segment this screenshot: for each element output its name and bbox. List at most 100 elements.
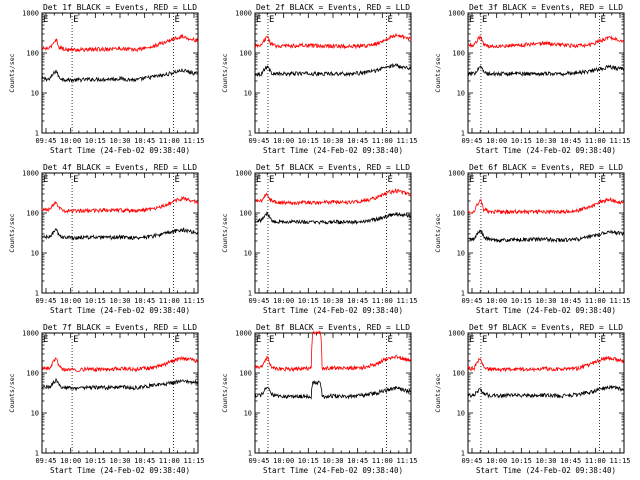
series-lld-line [467, 355, 625, 373]
y-tick-label: 1000 [235, 330, 252, 338]
y-tick-label: 1 [461, 130, 465, 138]
event-marker-label: E [388, 175, 393, 185]
series-lld-line [254, 33, 412, 50]
event-marker-label: E [175, 15, 180, 25]
y-tick-label: 1000 [22, 10, 39, 18]
y-tick-label: 1 [35, 450, 39, 458]
x-tick-label: 10:15 [511, 297, 532, 305]
x-tick-label: 11:00 [585, 137, 606, 145]
y-tick-label: 10 [457, 90, 465, 98]
x-tick-label: 09:45 [248, 297, 269, 305]
y-tick-label: 100 [26, 210, 39, 218]
event-marker-label: E [269, 335, 274, 345]
x-tick-label: 10:00 [486, 297, 507, 305]
x-tick-label: 10:30 [322, 457, 343, 465]
y-tick-label: 1 [248, 450, 252, 458]
x-tick-label: 09:45 [461, 137, 482, 145]
x-tick-label: 11:00 [372, 457, 393, 465]
plot-frame [254, 12, 412, 134]
x-tick-label: 10:45 [347, 457, 368, 465]
y-tick-label: 1000 [235, 170, 252, 178]
x-tick-label: 10:15 [511, 137, 532, 145]
y-tick-label: 10 [244, 90, 252, 98]
x-tick-label: 10:45 [134, 297, 155, 305]
x-tick-label: 11:00 [372, 297, 393, 305]
x-tick-label: 11:15 [396, 457, 417, 465]
y-tick-label: 1000 [448, 330, 465, 338]
x-tick-label: 10:45 [347, 297, 368, 305]
y-tick-label: 1 [461, 450, 465, 458]
series-events-line [41, 377, 199, 392]
x-tick-label: 10:00 [60, 457, 81, 465]
x-tick-label: 09:45 [248, 457, 269, 465]
chart-panel-9: Det 9f BLACK = Events, RED = LLD Counts/s… [434, 323, 631, 475]
x-tick-label: 10:30 [535, 297, 556, 305]
chart-title: Det 4f BLACK = Events, RED = LLD [43, 163, 197, 172]
x-tick-label: 10:00 [273, 297, 294, 305]
event-marker-label: E [482, 15, 487, 25]
y-tick-label: 10 [31, 250, 39, 258]
x-tick-label: 10:00 [486, 137, 507, 145]
y-tick-label: 1 [35, 290, 39, 298]
x-tick-label: 11:00 [585, 457, 606, 465]
x-tick-label: 11:15 [609, 297, 630, 305]
x-tick-label: 09:45 [35, 137, 56, 145]
series-events-line [467, 229, 625, 244]
event-marker-label: E [388, 15, 393, 25]
x-tick-label: 10:30 [109, 297, 130, 305]
event-marker-label: E [256, 175, 261, 185]
event-marker-label: E [269, 15, 274, 25]
event-marker-label: E [482, 175, 487, 185]
x-tick-label: 10:00 [60, 297, 81, 305]
x-tick-label: 09:45 [35, 457, 56, 465]
x-axis-label: Start Time (24-Feb-02 09:38:40) [263, 146, 403, 155]
event-marker-label: E [43, 175, 48, 185]
y-axis-label: Counts/sec [8, 373, 16, 412]
plot-frame [254, 172, 412, 294]
y-tick-label: 1 [35, 130, 39, 138]
plot-frame [41, 12, 199, 134]
x-tick-label: 11:00 [159, 297, 180, 305]
series-lld-line [467, 197, 625, 216]
event-marker-label: E [73, 335, 78, 345]
y-tick-label: 100 [239, 50, 252, 58]
series-lld-line [254, 330, 412, 373]
x-axis-label: Start Time (24-Feb-02 09:38:40) [263, 306, 403, 315]
x-tick-label: 11:00 [372, 137, 393, 145]
x-axis-label: Start Time (24-Feb-02 09:38:40) [50, 146, 190, 155]
x-tick-label: 10:45 [134, 137, 155, 145]
x-tick-label: 10:15 [85, 297, 106, 305]
x-axis-label: Start Time (24-Feb-02 09:38:40) [476, 466, 616, 475]
x-tick-label: 09:45 [461, 457, 482, 465]
x-tick-label: 10:30 [535, 137, 556, 145]
x-tick-label: 10:15 [511, 457, 532, 465]
event-marker-label: E [469, 175, 474, 185]
x-tick-label: 11:15 [183, 137, 204, 145]
y-tick-label: 10 [457, 410, 465, 418]
y-tick-label: 10 [244, 410, 252, 418]
y-tick-label: 1000 [22, 330, 39, 338]
y-axis-label: Counts/sec [221, 373, 229, 412]
chart-panel-2: Det 2f BLACK = Events, RED = LLD Counts/s… [221, 3, 418, 155]
series-lld-line [42, 34, 199, 53]
chart-title: Det 6f BLACK = Events, RED = LLD [469, 163, 623, 172]
chart-title: Det 7f BLACK = Events, RED = LLD [43, 323, 197, 332]
series-lld-line [41, 196, 199, 214]
x-tick-label: 10:45 [560, 137, 581, 145]
chart-panel-6: Det 6f BLACK = Events, RED = LLD Counts/s… [434, 163, 631, 315]
x-tick-label: 10:30 [322, 297, 343, 305]
event-marker-label: E [469, 15, 474, 25]
x-tick-label: 10:00 [273, 137, 294, 145]
x-tick-label: 10:30 [109, 137, 130, 145]
x-tick-label: 11:00 [585, 297, 606, 305]
chart-title: Det 8f BLACK = Events, RED = LLD [256, 323, 410, 332]
y-tick-label: 1000 [448, 10, 465, 18]
y-tick-label: 100 [26, 370, 39, 378]
y-axis-label: Counts/sec [221, 53, 229, 92]
y-tick-label: 100 [452, 210, 465, 218]
event-marker-label: E [256, 335, 261, 345]
x-tick-label: 10:45 [560, 297, 581, 305]
event-marker-label: E [175, 335, 180, 345]
x-axis-label: Start Time (24-Feb-02 09:38:40) [476, 306, 616, 315]
